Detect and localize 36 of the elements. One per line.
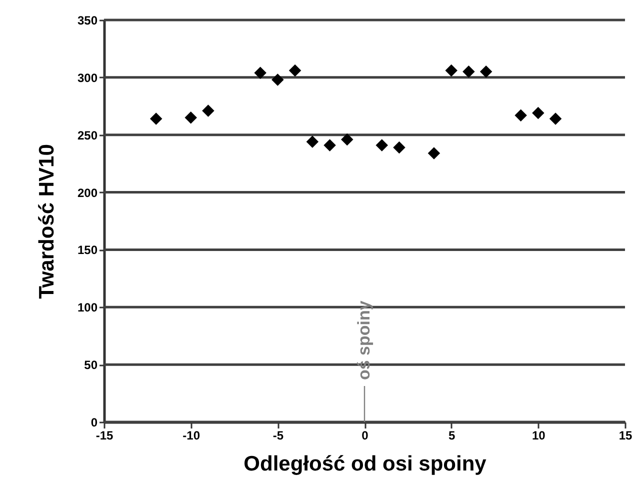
point (514, 109, 527, 122)
point (445, 64, 458, 77)
point (254, 66, 266, 79)
y-tick-label: 50 (84, 358, 98, 372)
point (376, 139, 388, 152)
y-axis-title: Twardość HV10 (35, 144, 58, 299)
x-tick-label: -15 (96, 428, 114, 442)
x-tick-label: 15 (618, 428, 632, 442)
x-tick-label: 0 (362, 428, 369, 442)
point (532, 106, 544, 120)
x-tick-label: 10 (532, 428, 546, 442)
point (324, 139, 336, 152)
point (272, 74, 284, 86)
y-tick-label: 250 (77, 128, 98, 142)
point (549, 112, 562, 125)
x-tick-label: 5 (448, 428, 456, 442)
y-tick-label: 150 (77, 243, 98, 258)
point (184, 112, 197, 124)
y-tick-label: 200 (77, 186, 98, 200)
ref-line-label: oś spoiny (354, 300, 374, 380)
point (480, 66, 492, 78)
point (462, 66, 475, 78)
y-tick-label: 350 (77, 14, 98, 28)
point (306, 136, 319, 148)
point (341, 133, 354, 146)
y-tick-label: 100 (77, 300, 98, 315)
point (393, 141, 406, 154)
x-tick-label: -10 (182, 428, 200, 442)
point (428, 147, 440, 160)
x-tick-label: -5 (272, 428, 284, 442)
y-tick-label: 0 (90, 416, 98, 430)
point (288, 64, 302, 77)
y-tick-label: 300 (77, 70, 98, 85)
x-axis-title: Odległość od osi spoiny (244, 452, 487, 476)
point (202, 104, 214, 117)
point (150, 112, 162, 125)
